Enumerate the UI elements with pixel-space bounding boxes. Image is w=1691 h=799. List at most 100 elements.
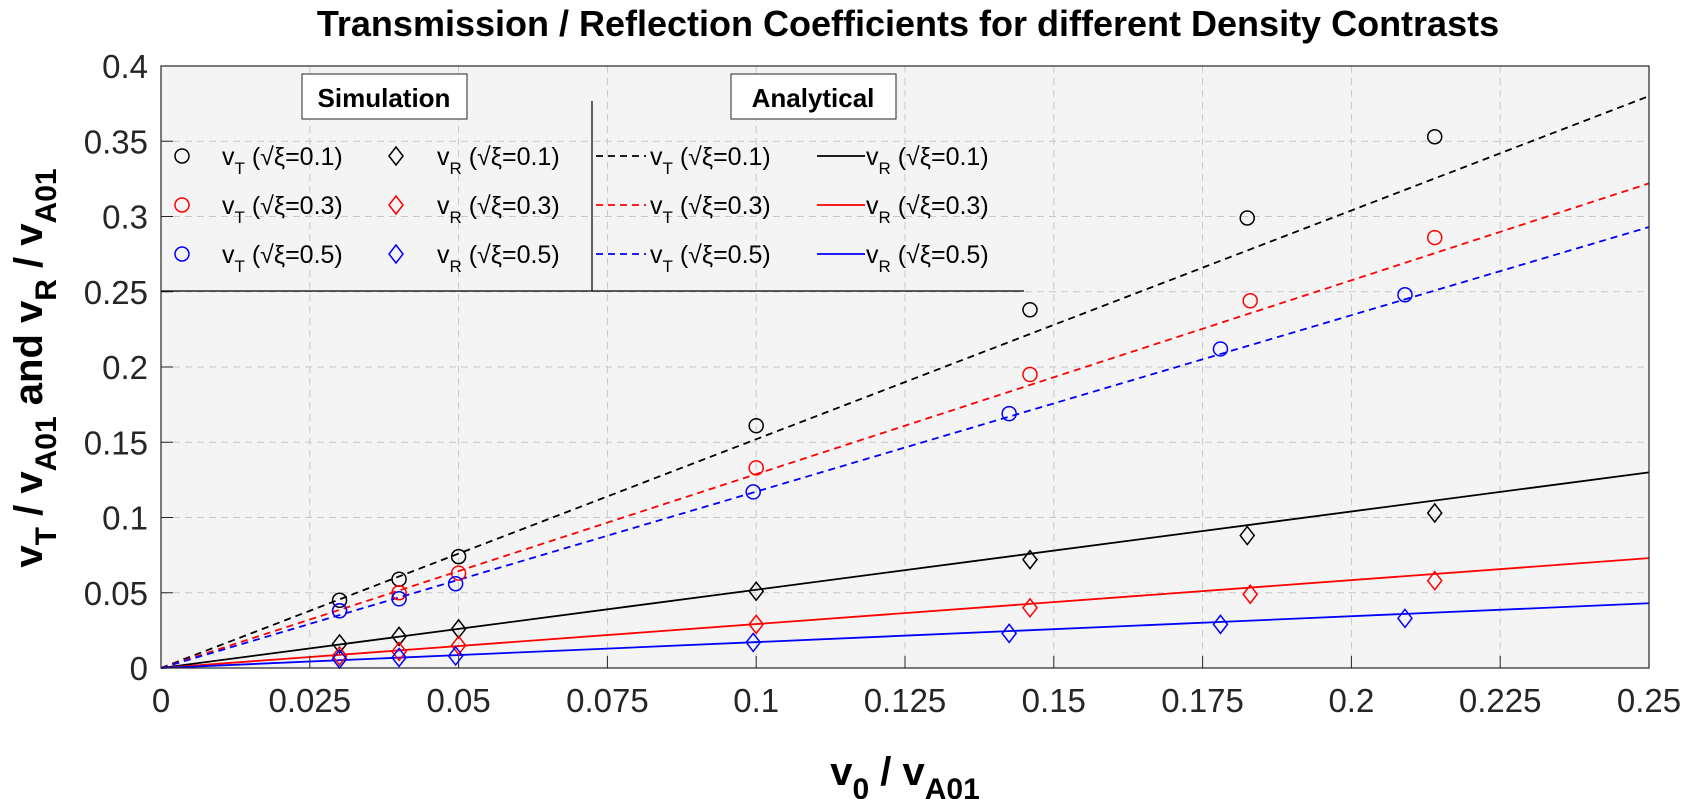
data-point-circle-T-0.5 bbox=[331, 603, 348, 619]
data-point-diamond-R-0.5 bbox=[1001, 623, 1018, 644]
data-point-diamond-R-0.3 bbox=[331, 645, 348, 667]
x-tick-label: 0.025 bbox=[269, 682, 352, 719]
legend-header-analytical-box bbox=[730, 73, 897, 120]
legend-label: vT (√ξ=0.5) bbox=[222, 241, 343, 276]
data-point-circle-T-0.3 bbox=[391, 585, 407, 601]
data-point-circle-T-0.5 bbox=[745, 484, 761, 500]
legend-marker-circle bbox=[174, 148, 190, 164]
legend-label: vT (√ξ=0.3) bbox=[222, 192, 343, 227]
y-axis-label: vT / vA01 and vR / vA01 bbox=[7, 168, 63, 567]
data-point-diamond-R-0.1 bbox=[450, 618, 467, 640]
data-point-diamond-R-0.3 bbox=[1426, 570, 1443, 591]
data-point-circle-T-0.1 bbox=[1426, 128, 1443, 145]
data-point-circle-T-0.5 bbox=[1001, 405, 1017, 422]
y-axis-label-r-sub: R bbox=[30, 279, 63, 301]
data-point-circle-T-0.5 bbox=[447, 575, 464, 592]
analytical-line-T-0.1 bbox=[160, 95, 1650, 669]
y-axis-label-t-sub2: A01 bbox=[30, 416, 63, 471]
data-point-diamond-R-0.3 bbox=[391, 641, 408, 662]
data-point-diamond-R-0.5 bbox=[447, 645, 464, 667]
y-tick-label: 0 bbox=[130, 650, 148, 687]
y-tick-label: 0.15 bbox=[84, 424, 148, 461]
data-point-diamond-R-0.3 bbox=[1022, 597, 1038, 619]
y-tick-label: 0.05 bbox=[84, 575, 148, 612]
data-point-circle-T-0.5 bbox=[1397, 287, 1413, 303]
analytical-line-T-0.5 bbox=[160, 226, 1650, 669]
chart-title: Transmission / Reflection Coefficients f… bbox=[317, 3, 1499, 44]
x-tick-label: 0.1 bbox=[733, 682, 779, 719]
x-tick-label: 0.225 bbox=[1459, 682, 1542, 719]
legend-label: vR (√ξ=0.5) bbox=[437, 241, 560, 276]
data-point-circle-T-0.5 bbox=[391, 591, 407, 607]
data-point-circle-T-0.3 bbox=[1242, 293, 1258, 309]
analytical-lines bbox=[160, 95, 1650, 669]
x-axis-ticks: 0 0.025 0.05 0.075 0.1 0.125 0.15 0.175 0.2 0.225… bbox=[152, 656, 1681, 719]
analytical-line-T-0.3 bbox=[160, 182, 1650, 669]
legend-marker-circle bbox=[174, 246, 190, 262]
y-axis-label-r-main: v bbox=[7, 300, 51, 323]
legend-header-analytical: Analytical bbox=[752, 83, 875, 113]
data-point-diamond-R-0.5 bbox=[745, 632, 762, 653]
data-point-diamond-R-0.5 bbox=[391, 647, 408, 668]
x-axis-label-main: v bbox=[830, 750, 853, 794]
grid bbox=[161, 66, 1649, 668]
y-axis-label-spacer-1 bbox=[7, 405, 51, 416]
analytical-line-R-0.3 bbox=[160, 557, 1650, 669]
data-point-circle-T-0.3 bbox=[748, 460, 764, 476]
data-point-circle-T-0.1 bbox=[748, 417, 764, 434]
legend-marker-diamond bbox=[388, 194, 404, 216]
data-point-diamond-R-0.5 bbox=[1212, 614, 1229, 635]
data-point-diamond-R-0.3 bbox=[1242, 584, 1259, 605]
y-axis-label-t-mid: / v bbox=[7, 471, 51, 527]
y-tick-label: 0.25 bbox=[84, 274, 148, 311]
data-point-circle-T-0.1 bbox=[331, 592, 348, 609]
x-axis-label-sub2: A01 bbox=[925, 773, 980, 799]
legend-label: vR (√ξ=0.3) bbox=[437, 192, 560, 227]
x-tick-label: 0.05 bbox=[426, 682, 490, 719]
legend-entries: vT (√ξ=0.1) vT (√ξ=0.3) vT (√ξ=0.5) vR (√ξ=… bbox=[174, 143, 989, 276]
data-point-circle-T-0.1 bbox=[450, 548, 467, 565]
data-point-circle-T-0.5 bbox=[1212, 341, 1229, 357]
legend-label: vR (√ξ=0.1) bbox=[437, 143, 560, 178]
legend: Simulation Analytical vT (√ξ=0.1)vT (√ξ=… bbox=[161, 73, 1024, 292]
legend-marker-circle bbox=[174, 197, 190, 213]
y-axis-label-r-mid: / v bbox=[7, 223, 51, 279]
y-tick-label: 0.2 bbox=[102, 349, 148, 386]
data-point-circle-T-0.1 bbox=[1239, 210, 1255, 226]
data-point-diamond-R-0.3 bbox=[748, 614, 765, 635]
x-axis-label-mid: / v bbox=[869, 750, 925, 794]
x-tick-label: 0 bbox=[152, 682, 170, 719]
legend-label: vT (√ξ=0.1) bbox=[650, 143, 771, 178]
x-tick-label: 0.25 bbox=[1617, 682, 1681, 719]
data-point-diamond-R-0.1 bbox=[1426, 502, 1443, 524]
legend-label: vR (√ξ=0.5) bbox=[866, 241, 989, 276]
data-point-diamond-R-0.1 bbox=[1022, 549, 1038, 570]
y-axis-ticks: 0 0.05 0.1 0.15 0.2 0.25 0.3 0.35 0.4 bbox=[84, 48, 173, 687]
data-point-diamond-R-0.1 bbox=[331, 633, 348, 655]
x-tick-label: 0.125 bbox=[864, 682, 947, 719]
y-tick-label: 0.3 bbox=[102, 199, 148, 236]
legend-marker-diamond bbox=[388, 243, 404, 265]
data-point-circle-T-0.3 bbox=[1426, 229, 1443, 246]
x-tick-label: 0.2 bbox=[1328, 682, 1374, 719]
y-axis-label-t-main: v bbox=[7, 545, 51, 568]
legend-marker-diamond bbox=[388, 145, 404, 167]
x-axis-label-sub1: 0 bbox=[852, 773, 869, 799]
x-tick-label: 0.075 bbox=[566, 682, 649, 719]
legend-label: vT (√ξ=0.1) bbox=[222, 143, 343, 178]
data-point-diamond-R-0.1 bbox=[748, 581, 765, 602]
legend-label: vT (√ξ=0.3) bbox=[650, 192, 771, 227]
x-tick-label: 0.15 bbox=[1022, 682, 1086, 719]
simulation-markers bbox=[331, 128, 1443, 670]
legend-header-simulation: Simulation bbox=[318, 83, 451, 113]
y-tick-label: 0.1 bbox=[102, 500, 148, 537]
legend-header-simulation-box bbox=[301, 73, 468, 120]
data-point-circle-T-0.3 bbox=[1022, 366, 1038, 383]
y-axis-label-and: and bbox=[7, 334, 51, 405]
data-point-diamond-R-0.1 bbox=[1239, 525, 1256, 546]
data-point-diamond-R-0.1 bbox=[391, 626, 408, 647]
x-tick-label: 0.175 bbox=[1161, 682, 1244, 719]
data-point-circle-T-0.3 bbox=[450, 565, 467, 581]
analytical-line-R-0.1 bbox=[160, 471, 1650, 669]
